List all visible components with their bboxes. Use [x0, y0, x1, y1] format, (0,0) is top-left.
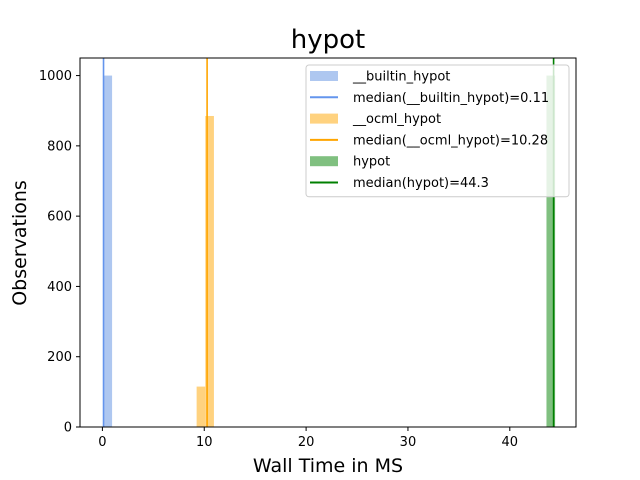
y-tick-label: 1000 — [39, 69, 72, 84]
legend-label: median(__ocml_hypot)=10.28 — [353, 133, 548, 148]
legend-swatch — [310, 156, 338, 167]
x-tick-label: 40 — [502, 435, 519, 450]
y-axis-label: Observations — [9, 180, 31, 306]
histogram-bar-2-0 — [546, 75, 556, 428]
plot-frame — [79, 57, 577, 428]
y-axis-ticks: 0 200 400 600 800 1000 — [39, 69, 80, 436]
y-tick-label: 800 — [47, 139, 72, 154]
bars-layer — [103, 75, 556, 428]
legend-label: hypot — [353, 155, 390, 170]
histogram-bar-0-0 — [103, 75, 113, 428]
legend-swatch — [310, 113, 338, 124]
histogram-bar-1-0 — [196, 386, 206, 427]
legend-label: median(hypot)=44.3 — [353, 176, 489, 191]
legend-label: __ocml_hypot — [352, 112, 441, 127]
x-tick-label: 20 — [298, 435, 315, 450]
chart-title: hypot — [291, 25, 365, 55]
x-axis-label: Wall Time in MS — [253, 455, 403, 477]
y-tick-label: 400 — [47, 280, 72, 295]
x-axis-ticks: 0 10 20 30 40 — [98, 427, 518, 450]
legend: __builtin_hypot median(__builtin_hypot)=0… — [305, 64, 570, 198]
x-tick-label: 10 — [196, 435, 213, 450]
legend-label: __builtin_hypot — [352, 70, 450, 85]
y-tick-label: 200 — [47, 350, 72, 365]
legend-label: median(__builtin_hypot)=0.11 — [353, 91, 549, 106]
x-tick-label: 0 — [98, 435, 106, 450]
legend-box — [305, 64, 570, 198]
x-tick-label: 30 — [400, 435, 417, 450]
y-tick-label: 600 — [47, 210, 72, 225]
legend-swatch — [310, 71, 338, 81]
y-tick-label: 0 — [64, 421, 72, 436]
histogram-bar-1-1 — [205, 115, 214, 427]
